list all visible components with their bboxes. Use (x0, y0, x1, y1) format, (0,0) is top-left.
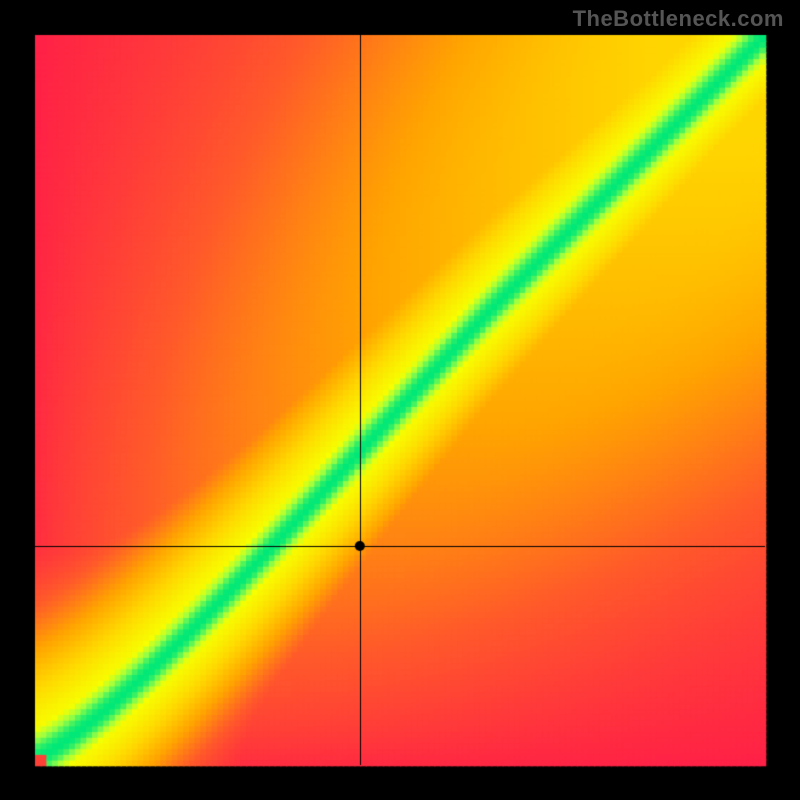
watermark-text: TheBottleneck.com (573, 6, 784, 32)
figure-container: TheBottleneck.com (0, 0, 800, 800)
bottleneck-heatmap (0, 0, 800, 800)
